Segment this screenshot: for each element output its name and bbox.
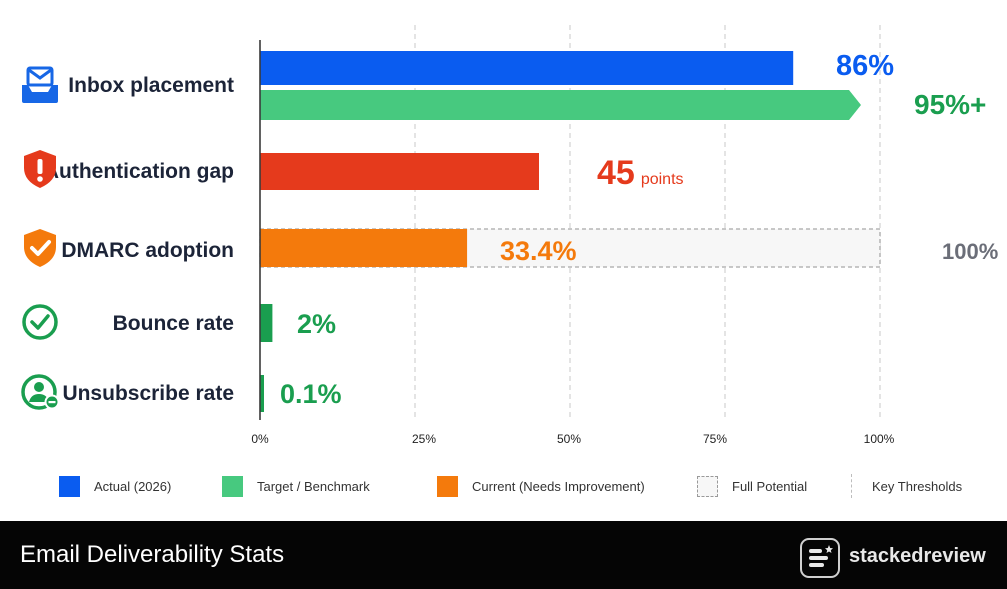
inbox-mail-icon bbox=[18, 63, 62, 107]
bar-actual-inbox-placement bbox=[260, 51, 794, 85]
stacked-bars-logo-icon bbox=[800, 538, 840, 578]
warning-shield-icon bbox=[18, 147, 62, 191]
brand-name: stackedreview bbox=[849, 545, 986, 567]
row-label-bounce-rate: Bounce rate bbox=[112, 312, 234, 335]
legend-item-key-thresholds: Key Thresholds bbox=[845, 474, 962, 498]
x-tick-label-50: 50% bbox=[556, 432, 582, 446]
footer-title: Email Deliverability Stats bbox=[20, 541, 285, 568]
check-shield-icon bbox=[18, 226, 62, 270]
value-label-unsubscribe-rate: 0.1% bbox=[280, 379, 342, 409]
bar-current-bounce-rate bbox=[260, 304, 273, 342]
legend-swatch-full-potential bbox=[697, 475, 718, 497]
value-label-full-potential: 100% bbox=[942, 239, 999, 264]
legend-item-target: Target / Benchmark bbox=[222, 474, 370, 498]
legend-label-full-potential: Full Potential bbox=[732, 478, 808, 494]
legend-item-actual: Actual (2026) bbox=[59, 474, 171, 498]
legend-swatch-key-thresholds bbox=[851, 474, 852, 498]
legend-swatch-target bbox=[222, 475, 243, 497]
chart-area: Inbox placement Authentication gap DMARC… bbox=[18, 25, 999, 446]
legend-item-current: Current (Needs Improvement) bbox=[437, 474, 645, 498]
row-label-dmarc-adoption: DMARC adoption bbox=[61, 239, 234, 262]
row-label-authentication-gap: Authentication gap bbox=[43, 160, 234, 183]
legend-swatch-actual bbox=[59, 475, 80, 497]
value-label-dmarc-adoption: 33.4% bbox=[500, 236, 577, 266]
chart-legend: Actual (2026) Target / Benchmark Current… bbox=[0, 474, 1007, 500]
user-minus-icon bbox=[18, 370, 62, 414]
legend-label-key-thresholds: Key Thresholds bbox=[872, 478, 963, 494]
value-label-inbox-actual: 86% bbox=[836, 50, 895, 82]
x-tick-label-75: 75% bbox=[702, 432, 728, 446]
bar-current-unsubscribe-rate bbox=[260, 375, 264, 412]
bar-chart bbox=[259, 25, 881, 420]
value-label-authentication-gap: 45 points bbox=[597, 156, 684, 190]
x-tick-label-100: 100% bbox=[863, 432, 895, 446]
row-label-inbox-placement: Inbox placement bbox=[68, 74, 234, 97]
value-label-bounce-rate: 2% bbox=[297, 309, 337, 339]
legend-swatch-current bbox=[437, 475, 458, 497]
bar-current-dmarc-adoption bbox=[260, 229, 468, 267]
legend-label-current: Current (Needs Improvement) bbox=[472, 478, 645, 494]
value-label-inbox-target: 95%+ bbox=[914, 89, 987, 120]
x-tick-label-0: 0% bbox=[251, 432, 269, 446]
legend-label-target: Target / Benchmark bbox=[257, 478, 370, 494]
bar-target-inbox-placement bbox=[260, 90, 861, 120]
check-circle-icon bbox=[18, 300, 62, 344]
legend-item-full-potential: Full Potential bbox=[697, 474, 807, 498]
row-label-unsubscribe-rate: Unsubscribe rate bbox=[62, 382, 234, 405]
x-tick-label-25: 25% bbox=[411, 432, 437, 446]
value-unit: points bbox=[640, 171, 684, 188]
value-number: 45 bbox=[597, 154, 635, 192]
legend-label-actual: Actual (2026) bbox=[94, 478, 172, 494]
footer-bar: Email Deliverability Stats stackedreview bbox=[0, 521, 1007, 589]
bar-current-authentication-gap bbox=[260, 153, 539, 190]
